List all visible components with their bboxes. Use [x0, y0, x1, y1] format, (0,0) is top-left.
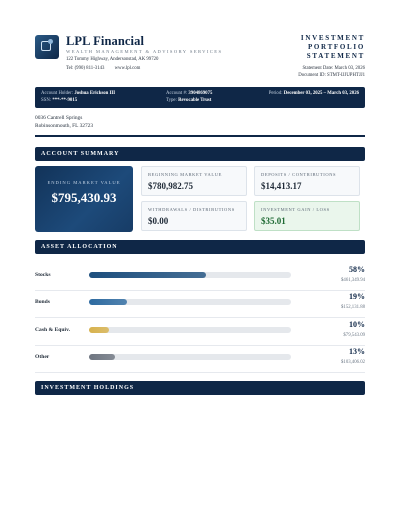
allocation-percent: 13% [349, 347, 365, 356]
allocation-percent: 19% [349, 292, 365, 301]
allocation-percent: 10% [349, 320, 365, 329]
allocation-percent: 58% [349, 265, 365, 274]
company-address: 122 Tommy Highway, Andersonstad, AK 9972… [66, 57, 159, 62]
ending-market-value-card: ENDING MARKET VALUE $795,430.93 [35, 166, 133, 232]
allocation-bar-track [89, 327, 291, 333]
account-holder: Joshua Erickson III [74, 91, 116, 96]
allocation-bar-track [89, 354, 291, 360]
divider [35, 135, 365, 137]
allocation-row: Cash & Equiv. 10% $79,543.09 [35, 320, 365, 346]
document-id: Document ID: STMT-IJJUPHTJJ1 [298, 73, 365, 78]
allocation-amount: $461,349.94 [341, 278, 365, 283]
allocation-bar-track [89, 272, 291, 278]
allocation-row: Bonds 19% $152,131.88 [35, 292, 365, 318]
allocation-amount: $79,543.09 [343, 333, 365, 338]
account-number: 3904869075 [188, 91, 213, 96]
recipient-address: 0036 Cantrell Springs Robinsonmouth, FL … [35, 115, 94, 129]
account-ssn: ***-**-9015 [52, 98, 78, 103]
account-number-cell: Account #: 3904869075 Type: Revocable Tr… [166, 91, 213, 103]
company-contact: Tel: (990) 811-3143 www.lpl.com [66, 66, 149, 71]
account-type: Revocable Trust [178, 98, 212, 103]
section-header-account-summary: ACCOUNT SUMMARY [35, 147, 365, 161]
section-header-investment-holdings: INVESTMENT HOLDINGS [35, 381, 365, 395]
company-phone: Tel: (990) 811-3143 [66, 66, 105, 71]
company-name: LPL Financial [66, 34, 145, 48]
allocation-bar-fill [89, 272, 207, 278]
account-holder-cell: Account Holder: Joshua Erickson III SSN:… [41, 91, 116, 103]
allocation-label: Stocks [35, 272, 51, 278]
statement-date: Statement Date: March 03, 2026 [302, 66, 365, 71]
statement-header: LPL Financial WEALTH MANAGEMENT & ADVISO… [35, 34, 365, 84]
allocation-bar-fill [89, 327, 110, 333]
allocation-amount: $152,131.88 [341, 305, 365, 310]
company-logo-icon [35, 35, 59, 59]
ending-market-value: $795,430.93 [51, 190, 117, 205]
company-tagline: WEALTH MANAGEMENT & ADVISORY SERVICES [66, 49, 223, 54]
allocation-label: Other [35, 354, 50, 360]
allocation-row: Other 13% $103,406.02 [35, 347, 365, 373]
beginning-market-value-card: BEGINNING MARKET VALUE $780,982.75 [141, 166, 247, 196]
allocation-bar-fill [89, 299, 128, 305]
company-website[interactable]: www.lpl.com [114, 66, 141, 71]
allocation-bar-track [89, 299, 291, 305]
allocation-bar-fill [89, 354, 116, 360]
investment-gain-card: INVESTMENT GAIN / LOSS $35.01 [254, 201, 360, 231]
investment-gain-value: $35.01 [261, 216, 286, 226]
document-title: INVESTMENT PORTFOLIO STATEMENT [300, 34, 365, 60]
allocation-label: Cash & Equiv. [35, 327, 70, 333]
allocation-amount: $103,406.02 [341, 360, 365, 365]
deposits-value: $14,413.17 [261, 181, 302, 191]
account-period-cell: Period: December 03, 2025 – March 03, 20… [268, 91, 359, 96]
withdrawals-value: $0.00 [148, 216, 169, 226]
section-header-asset-allocation: ASSET ALLOCATION [35, 240, 365, 254]
document-meta: Statement Date: March 03, 2026 Document … [298, 65, 365, 79]
withdrawals-card: WITHDRAWALS / DISTRIBUTIONS $0.00 [141, 201, 247, 231]
account-info-banner: Account Holder: Joshua Erickson III SSN:… [35, 87, 365, 108]
allocation-label: Bonds [35, 299, 50, 305]
beginning-market-value: $780,982.75 [148, 181, 193, 191]
statement-period: December 03, 2025 – March 03, 2026 [283, 91, 359, 96]
deposits-card: DEPOSITS / CONTRIBUTIONS $14,413.17 [254, 166, 360, 196]
allocation-row: Stocks 58% $461,349.94 [35, 265, 365, 291]
